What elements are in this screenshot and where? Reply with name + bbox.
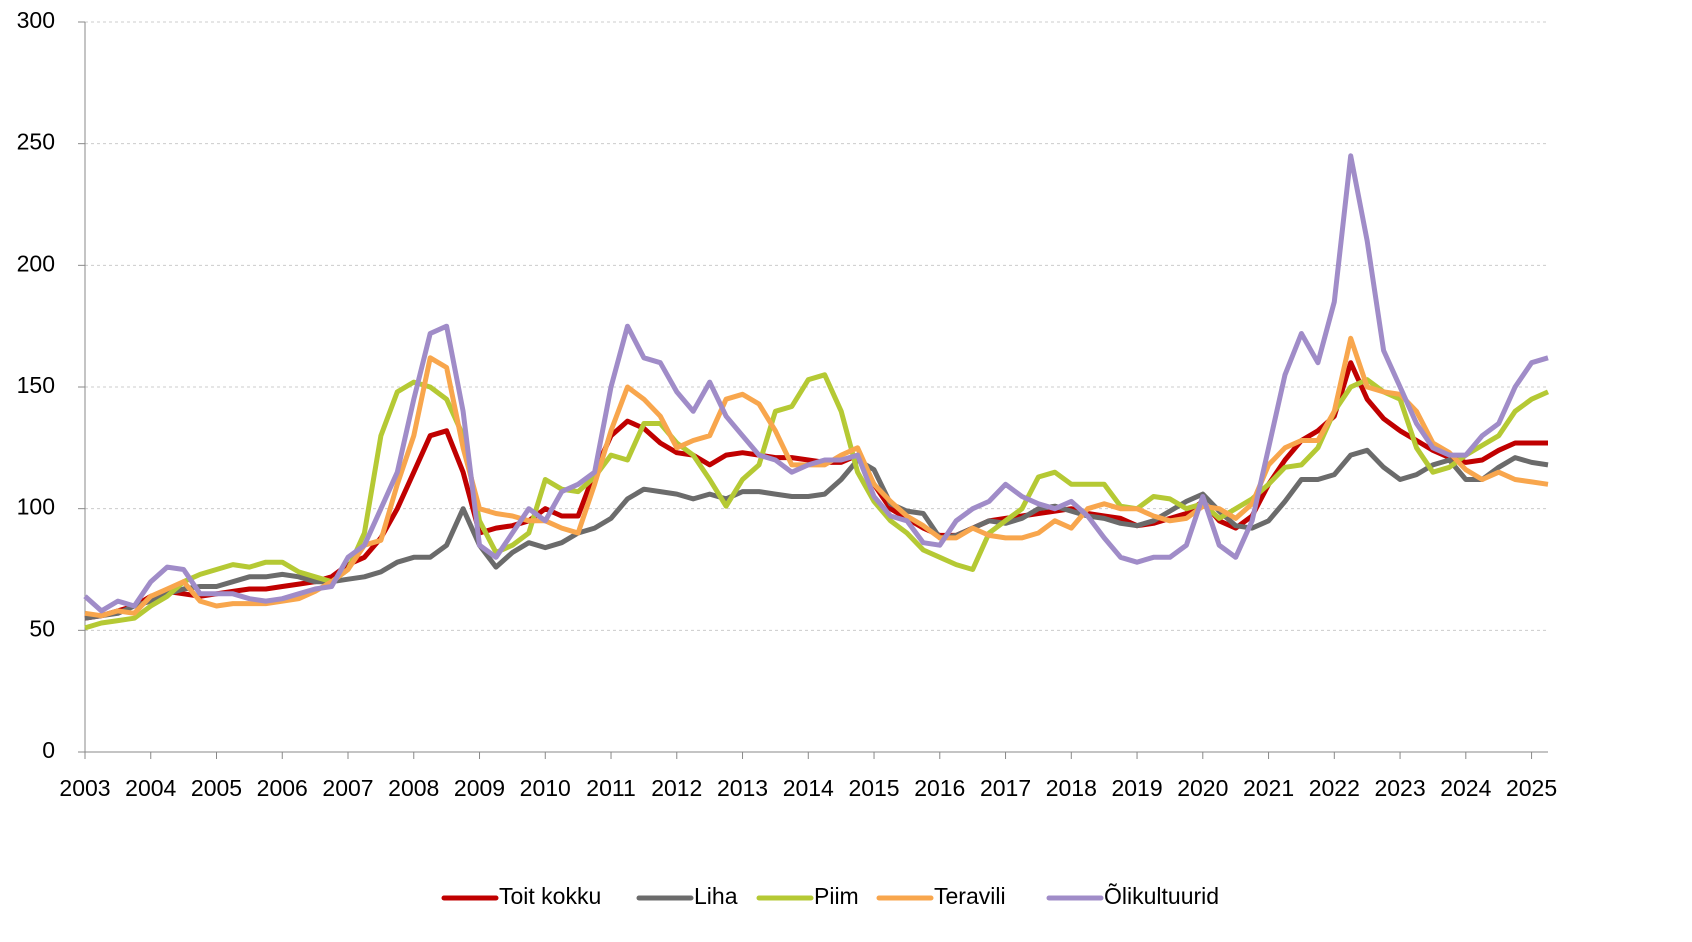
x-tick-label: 2016 — [914, 775, 965, 801]
x-tick-label: 2025 — [1506, 775, 1557, 801]
legend-label: Õlikultuurid — [1104, 882, 1219, 909]
legend-label: Piim — [814, 883, 859, 909]
legend-label: Toit kokku — [499, 883, 601, 909]
x-tick-label: 2011 — [586, 775, 635, 801]
x-tick-label: 2023 — [1374, 775, 1425, 801]
y-tick-label: 300 — [17, 7, 55, 33]
x-tick-label: 2013 — [717, 775, 768, 801]
x-tick-label: 2015 — [848, 775, 899, 801]
x-tick-label: 2018 — [1046, 775, 1097, 801]
x-tick-label: 2009 — [454, 775, 505, 801]
x-tick-label: 2008 — [388, 775, 439, 801]
x-tick-label: 2004 — [125, 775, 176, 801]
y-tick-label: 50 — [29, 615, 55, 641]
x-tick-label: 2017 — [980, 775, 1031, 801]
legend-label: Teravili — [934, 883, 1006, 909]
y-tick-label: 150 — [17, 372, 55, 398]
x-tick-label: 2010 — [520, 775, 571, 801]
x-tick-label: 2003 — [59, 775, 110, 801]
y-tick-label: 100 — [17, 494, 55, 520]
x-tick-label: 2006 — [257, 775, 308, 801]
x-tick-label: 2021 — [1243, 775, 1294, 801]
x-tick-label: 2022 — [1309, 775, 1360, 801]
series-line — [83, 153, 1549, 614]
y-tick-label: 200 — [17, 250, 55, 276]
y-tick-label: 0 — [42, 737, 55, 763]
legend-label: Liha — [694, 883, 738, 909]
y-tick-label: 250 — [17, 129, 55, 155]
x-tick-label: 2005 — [191, 775, 242, 801]
x-tick-label: 2019 — [1111, 775, 1162, 801]
x-tick-label: 2014 — [783, 775, 834, 801]
x-tick-label: 2007 — [322, 775, 373, 801]
x-tick-label: 2024 — [1440, 775, 1491, 801]
x-tick-label: 2012 — [651, 775, 702, 801]
x-tick-label: 2020 — [1177, 775, 1228, 801]
